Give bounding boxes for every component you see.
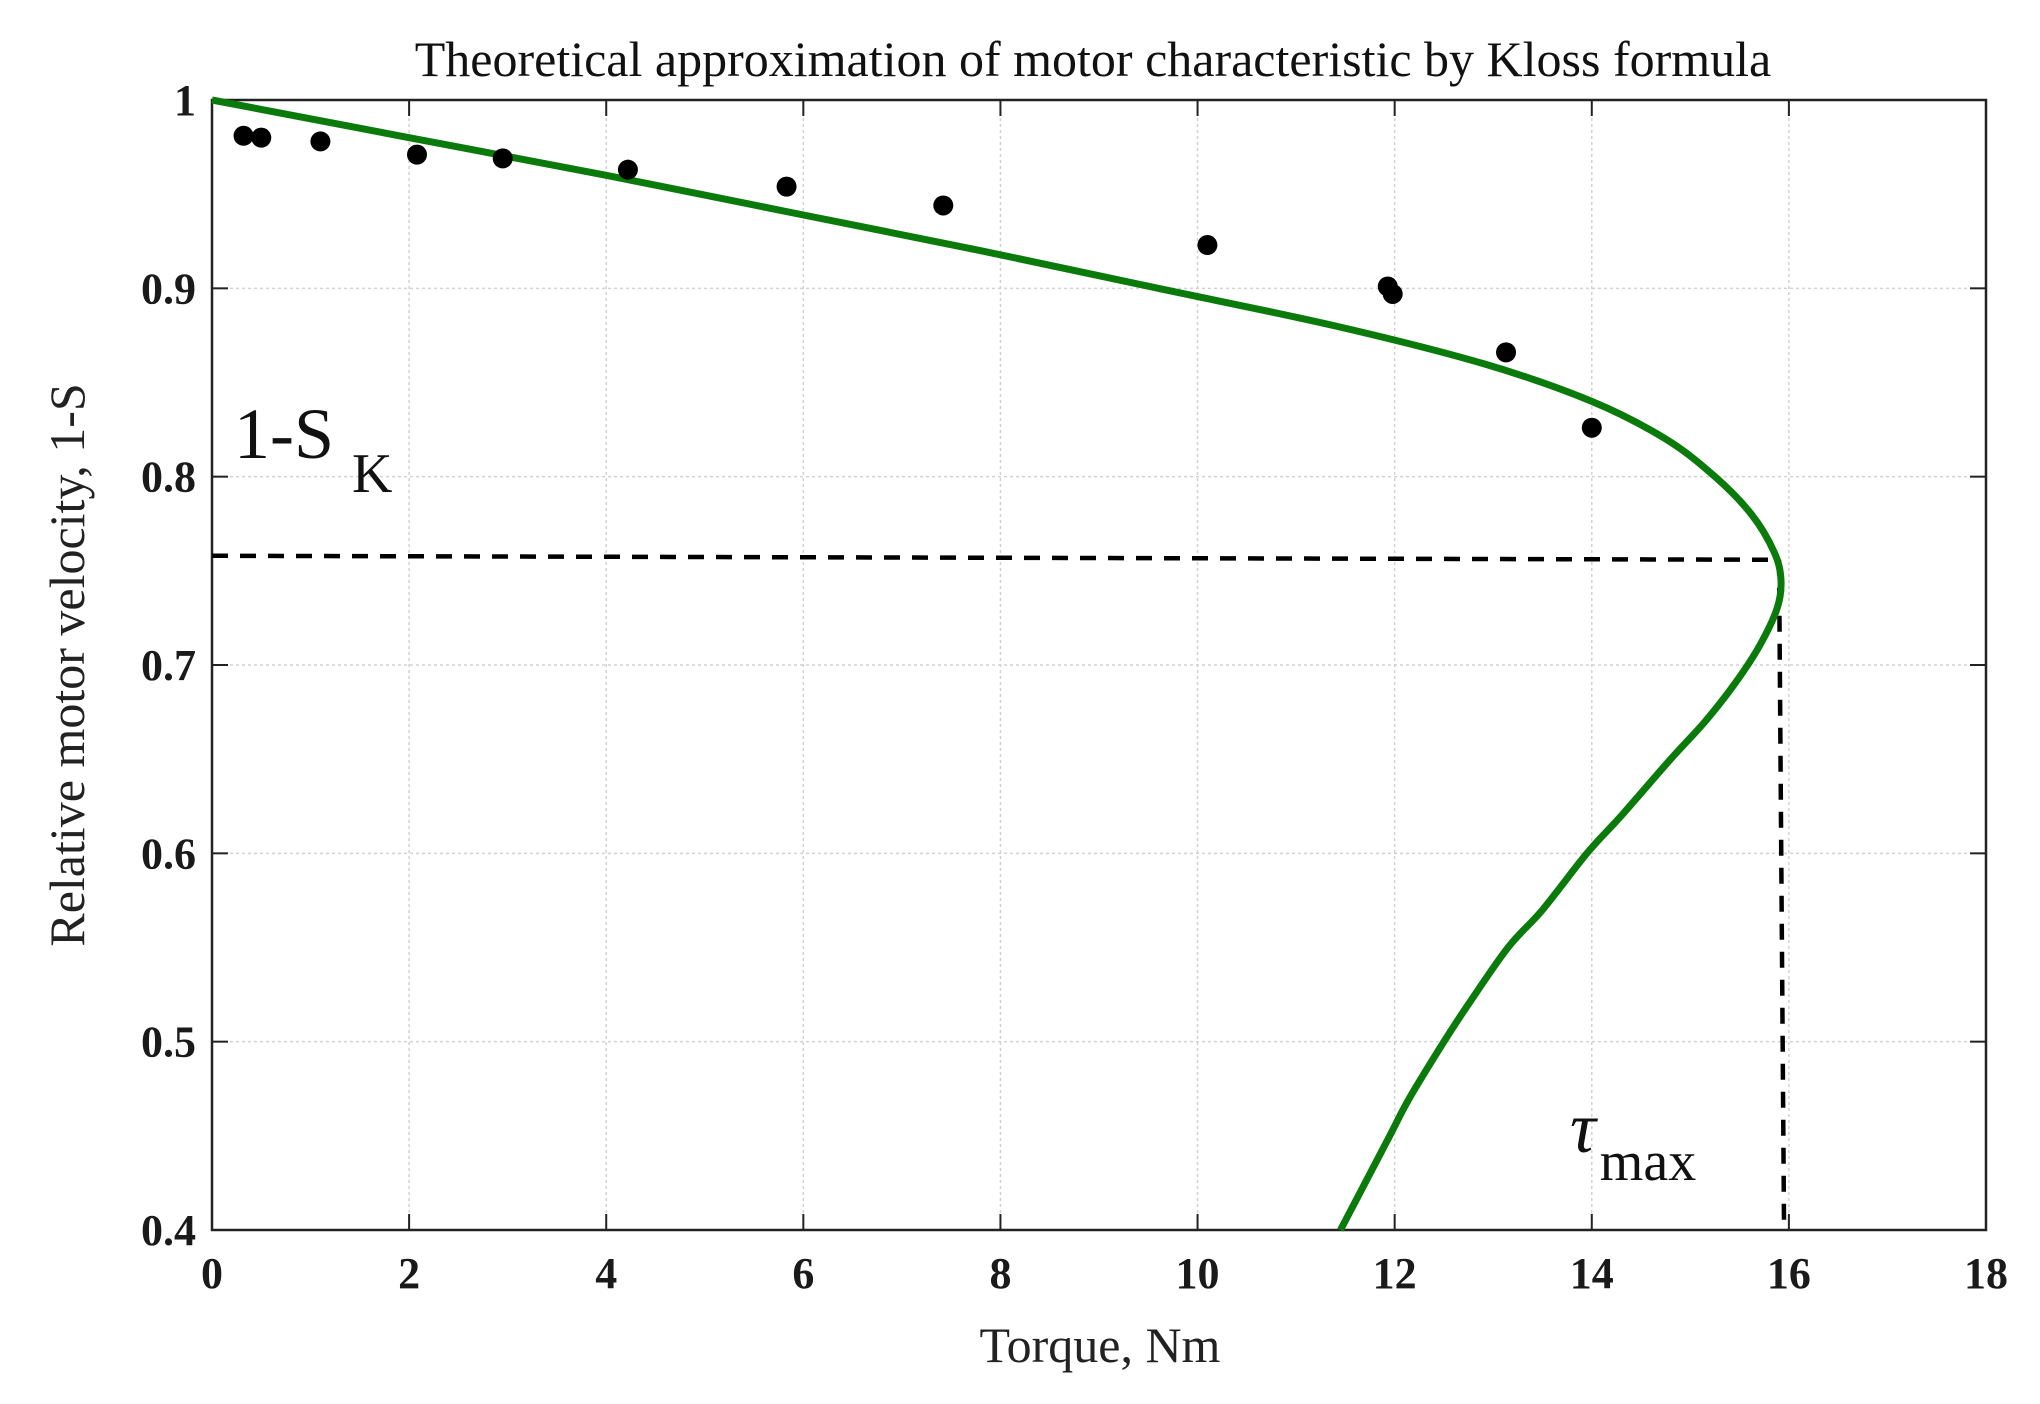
measured-point [406,144,427,165]
y-tick-label: 0.9 [141,264,196,313]
measured-point [251,127,272,148]
x-tick-label: 12 [1373,1249,1417,1298]
measured-point [1382,283,1403,304]
measured-point [233,125,254,146]
tau-subscript: max [1600,1131,1696,1193]
y-axis-label: Relative motor velocity, 1-S [39,383,95,946]
measured-point [1581,417,1602,438]
sk-annotation-main: 1-S [234,394,334,474]
x-tick-labels: 0 2 4 6 8 10 12 14 16 18 [201,1249,2008,1298]
tau-max-annotation: τ max [1570,1088,1696,1193]
series-layer [211,96,1785,1232]
kloss-curve [211,96,1785,1232]
chart-title: Theoretical approximation of motor chara… [415,31,1772,87]
sk-guide-line [211,553,1780,563]
y-tick-label: 0.5 [141,1018,196,1067]
x-tick-label: 10 [1176,1249,1220,1298]
tau-symbol: τ [1570,1088,1598,1168]
y-tick-label: 1 [174,76,196,125]
measured-point [1197,235,1218,256]
x-axis-label: Torque, Nm [980,1317,1221,1373]
measured-point [310,131,331,152]
x-tick-label: 18 [1964,1249,2008,1298]
plot-frame [210,98,1988,1232]
x-tick-label: 0 [201,1249,223,1298]
x-tick-label: 6 [792,1249,814,1298]
x-tick-label: 8 [989,1249,1011,1298]
x-tick-label: 14 [1570,1249,1614,1298]
y-tick-labels: 0.4 0.5 0.6 0.7 0.8 0.9 1 [141,76,196,1255]
measured-point [776,176,797,197]
sk-annotation: 1-S K [234,394,392,505]
y-tick-label: 0.8 [141,453,196,502]
axis-ticks [211,99,1987,1231]
x-tick-label: 4 [595,1249,617,1298]
sk-annotation-sub: K [352,443,392,505]
grid-lines [212,100,1986,1230]
x-tick-label: 16 [1767,1249,1811,1298]
x-tick-label: 2 [398,1249,420,1298]
measured-point [617,159,638,180]
guide-lines [211,553,1787,1227]
measured-point [492,148,513,169]
measured-point [1496,342,1517,363]
y-tick-label: 0.7 [141,641,196,690]
measured-point [933,195,954,216]
y-tick-label: 0.6 [141,829,196,878]
y-tick-label: 0.4 [141,1206,196,1255]
